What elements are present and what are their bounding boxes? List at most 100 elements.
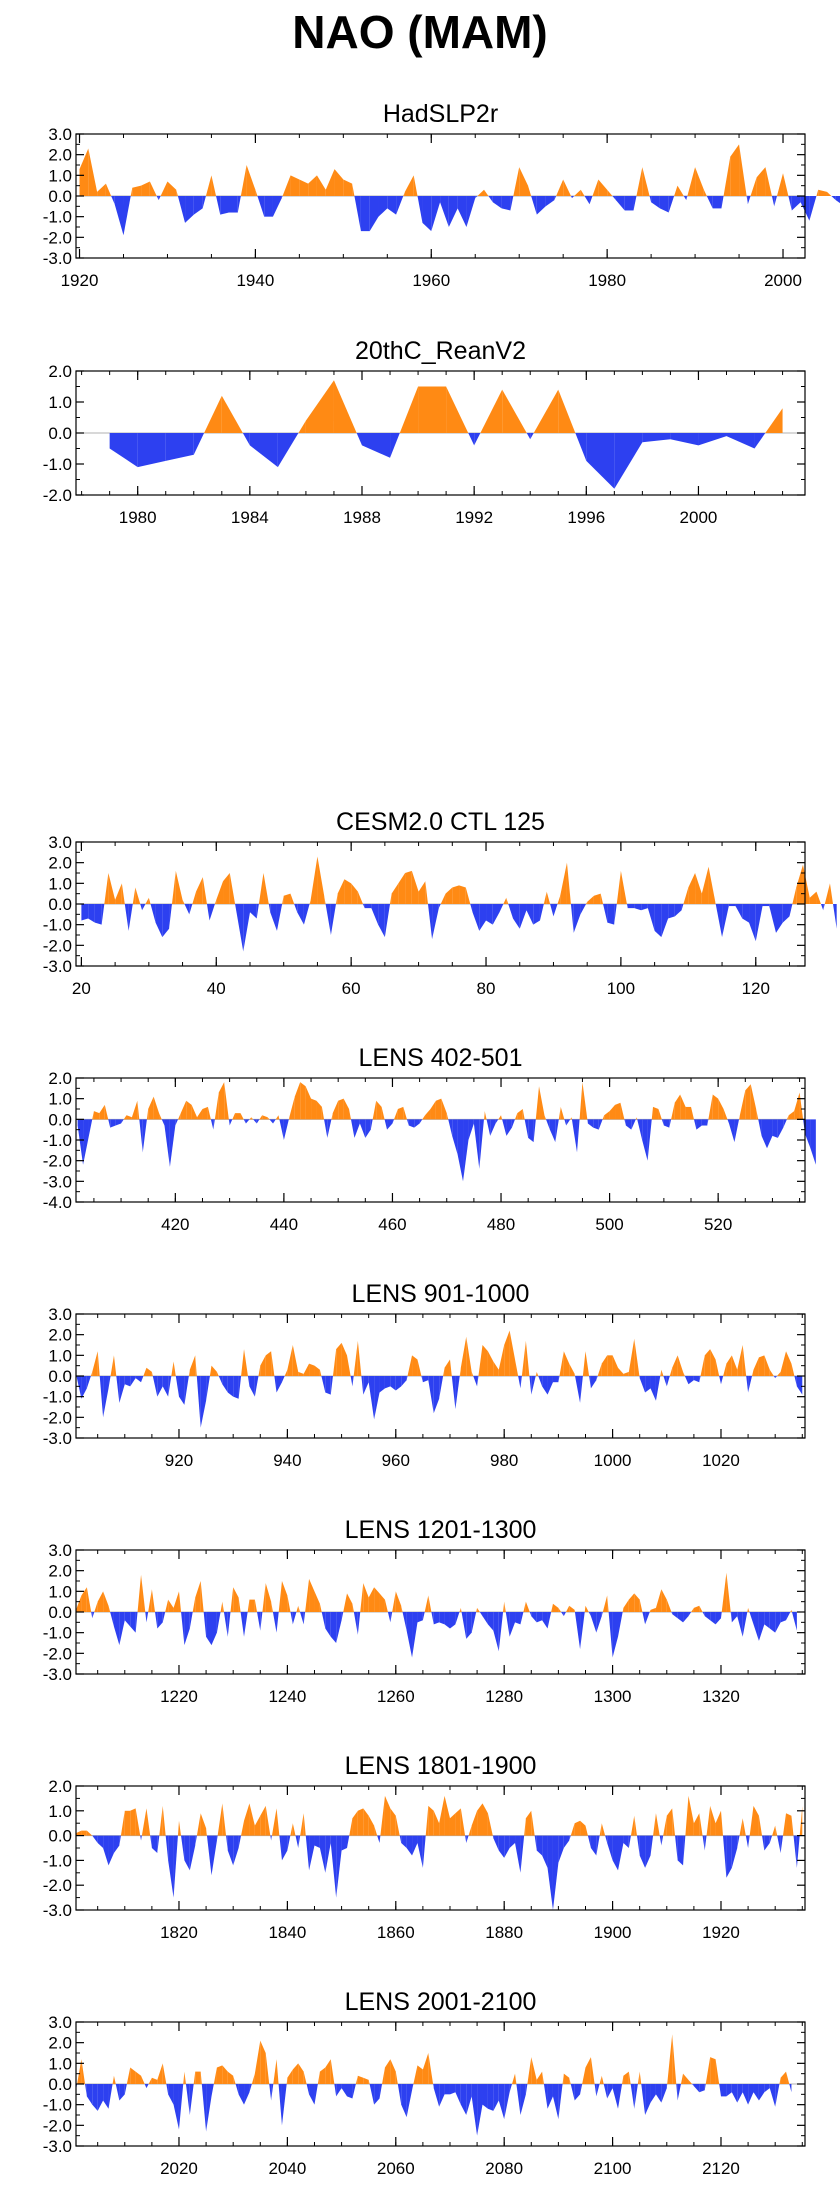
negative-area [671,1612,673,1615]
negative-area [119,1376,125,1403]
negative-area [512,904,520,929]
positive-area [398,873,406,904]
negative-area [249,2084,252,2093]
negative-area [451,1376,456,1410]
negative-area [618,1835,624,1871]
positive-area [335,893,338,904]
negative-area [115,2084,120,2101]
x-tick-label: 1940 [236,271,274,290]
negative-area [518,1376,521,1389]
positive-area [791,1363,795,1376]
negative-area [688,1376,694,1385]
positive-area [381,1106,385,1120]
negative-area [325,1612,331,1637]
positive-area [660,1369,662,1376]
positive-area [347,1593,353,1612]
positive-area [428,1805,434,1836]
positive-area [352,1810,358,1836]
negative-area [528,1119,534,1143]
positive-area [560,1106,565,1120]
y-tick-label: -2.0 [43,1408,72,1427]
positive-area [146,1808,151,1836]
positive-area [422,1115,426,1120]
chart-title: LENS 1801-1900 [345,1752,537,1780]
negative-area [645,2084,651,2115]
y-tick-label: -3.0 [43,1429,72,1448]
negative-area [142,1119,147,1153]
positive-area [525,1340,530,1376]
negative-area [244,2084,250,2105]
positive-area [230,1587,234,1612]
negative-area [702,1835,705,1851]
negative-area [468,1119,474,1140]
positive-area [319,1369,322,1376]
positive-area [220,1601,223,1612]
negative-area [625,1119,632,1130]
negative-area [83,1119,89,1165]
negative-area [401,1835,407,1848]
negative-area [587,1835,591,1848]
negative-area [762,1835,765,1851]
positive-area [477,1607,480,1612]
x-tick-label: 1920 [61,271,99,290]
negative-area [336,1612,342,1643]
positive-area [779,2077,781,2084]
positive-area [720,1810,723,1836]
negative-area [614,433,643,489]
negative-area [577,1119,580,1153]
positive-area [278,1115,280,1120]
negative-area [401,2084,407,2118]
negative-area [479,1612,483,1617]
negative-area [290,1612,293,1625]
negative-area [777,1835,781,1853]
negative-area [542,1612,548,1629]
y-tick-label: 0.0 [48,2075,72,2094]
negative-area [433,1612,440,1625]
positive-area [695,167,704,196]
positive-area [758,1815,763,1836]
negative-area [330,1835,337,1898]
negative-area [575,433,587,461]
positive-area [710,1349,716,1376]
positive-area [241,1349,245,1376]
positive-area [132,887,136,904]
positive-area [498,1345,505,1376]
positive-area [130,187,133,196]
negative-area [433,2084,440,2107]
positive-area [601,1355,608,1376]
positive-area [317,2071,320,2084]
negative-area [227,1835,234,1866]
negative-area [558,1376,560,1383]
negative-area [321,1612,326,1629]
negative-area [455,1376,460,1410]
negative-area [184,1835,190,1871]
negative-area [547,2084,553,2109]
negative-area [542,1376,548,1395]
negative-area [223,1612,228,1637]
negative-area [769,2084,776,2107]
negative-area [181,1612,185,1646]
negative-area [243,1119,246,1124]
positive-area [352,1603,354,1612]
negative-area [113,1612,120,1646]
negative-area [113,1835,120,1853]
positive-area [390,2059,396,2084]
positive-area [112,2075,114,2084]
positive-area [200,1581,204,1612]
negative-area [492,904,500,925]
negative-area [639,1376,646,1393]
negative-area [229,196,238,213]
positive-area [688,2079,693,2084]
positive-area [309,1578,315,1612]
positive-area [498,1115,502,1120]
negative-area [119,1835,121,1846]
negative-area [547,1612,552,1629]
positive-area [347,1355,351,1376]
negative-area [758,2084,765,2101]
negative-area [151,1835,158,1853]
positive-area [110,1355,114,1376]
positive-area [141,1574,146,1612]
positive-area [303,2071,307,2084]
negative-area [530,433,534,440]
negative-area [270,904,277,931]
